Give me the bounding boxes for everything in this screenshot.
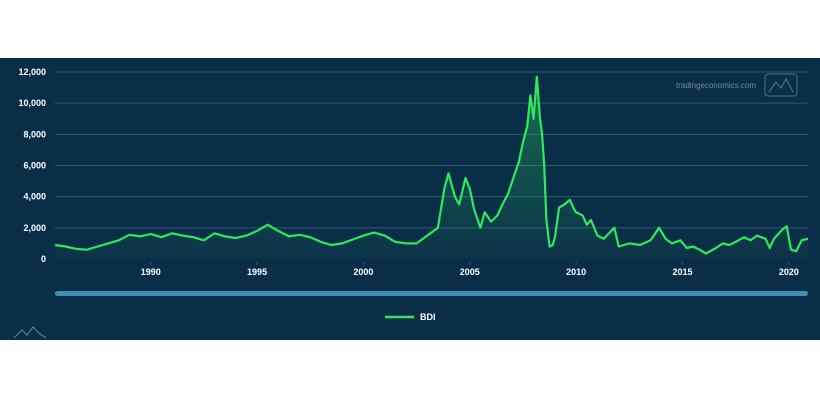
y-tick-label: 2,000	[23, 223, 46, 233]
x-tick-label: 2010	[566, 267, 586, 277]
y-tick-label: 8,000	[23, 129, 46, 139]
y-tick-label: 4,000	[23, 192, 46, 202]
x-axis-ticks: 1990 1995 2000 2005 2010 2015 2020	[141, 262, 799, 277]
gridlines	[55, 71, 808, 229]
chart-panel: 0 2,000 4,000 6,000 8,000 10,000 12,000 1990 19…	[0, 58, 820, 340]
watermark-logo-icon	[764, 73, 798, 97]
x-tick-label: 2020	[779, 267, 799, 277]
y-tick-label: 0	[41, 254, 46, 264]
x-tick-label: 2005	[460, 267, 480, 277]
x-tick-label: 2015	[672, 267, 692, 277]
x-tick-label: 1995	[247, 267, 267, 277]
y-tick-label: 12,000	[18, 67, 46, 77]
y-tick-label: 6,000	[23, 161, 46, 171]
series-area-bdi	[55, 76, 808, 259]
navigator-scrollbar[interactable]	[55, 291, 808, 296]
x-tick-label: 1990	[141, 267, 161, 277]
series-line-bdi	[54, 75, 809, 255]
legend[interactable]: BDI	[385, 312, 436, 322]
x-tick-label: 2000	[353, 267, 373, 277]
y-tick-label: 10,000	[18, 98, 46, 108]
legend-label-bdi: BDI	[420, 312, 436, 322]
watermark-text: tradingeconomics.com	[676, 81, 756, 90]
brand-mountain-icon	[13, 326, 47, 339]
y-axis-ticks: 0 2,000 4,000 6,000 8,000 10,000 12,000	[18, 67, 46, 264]
